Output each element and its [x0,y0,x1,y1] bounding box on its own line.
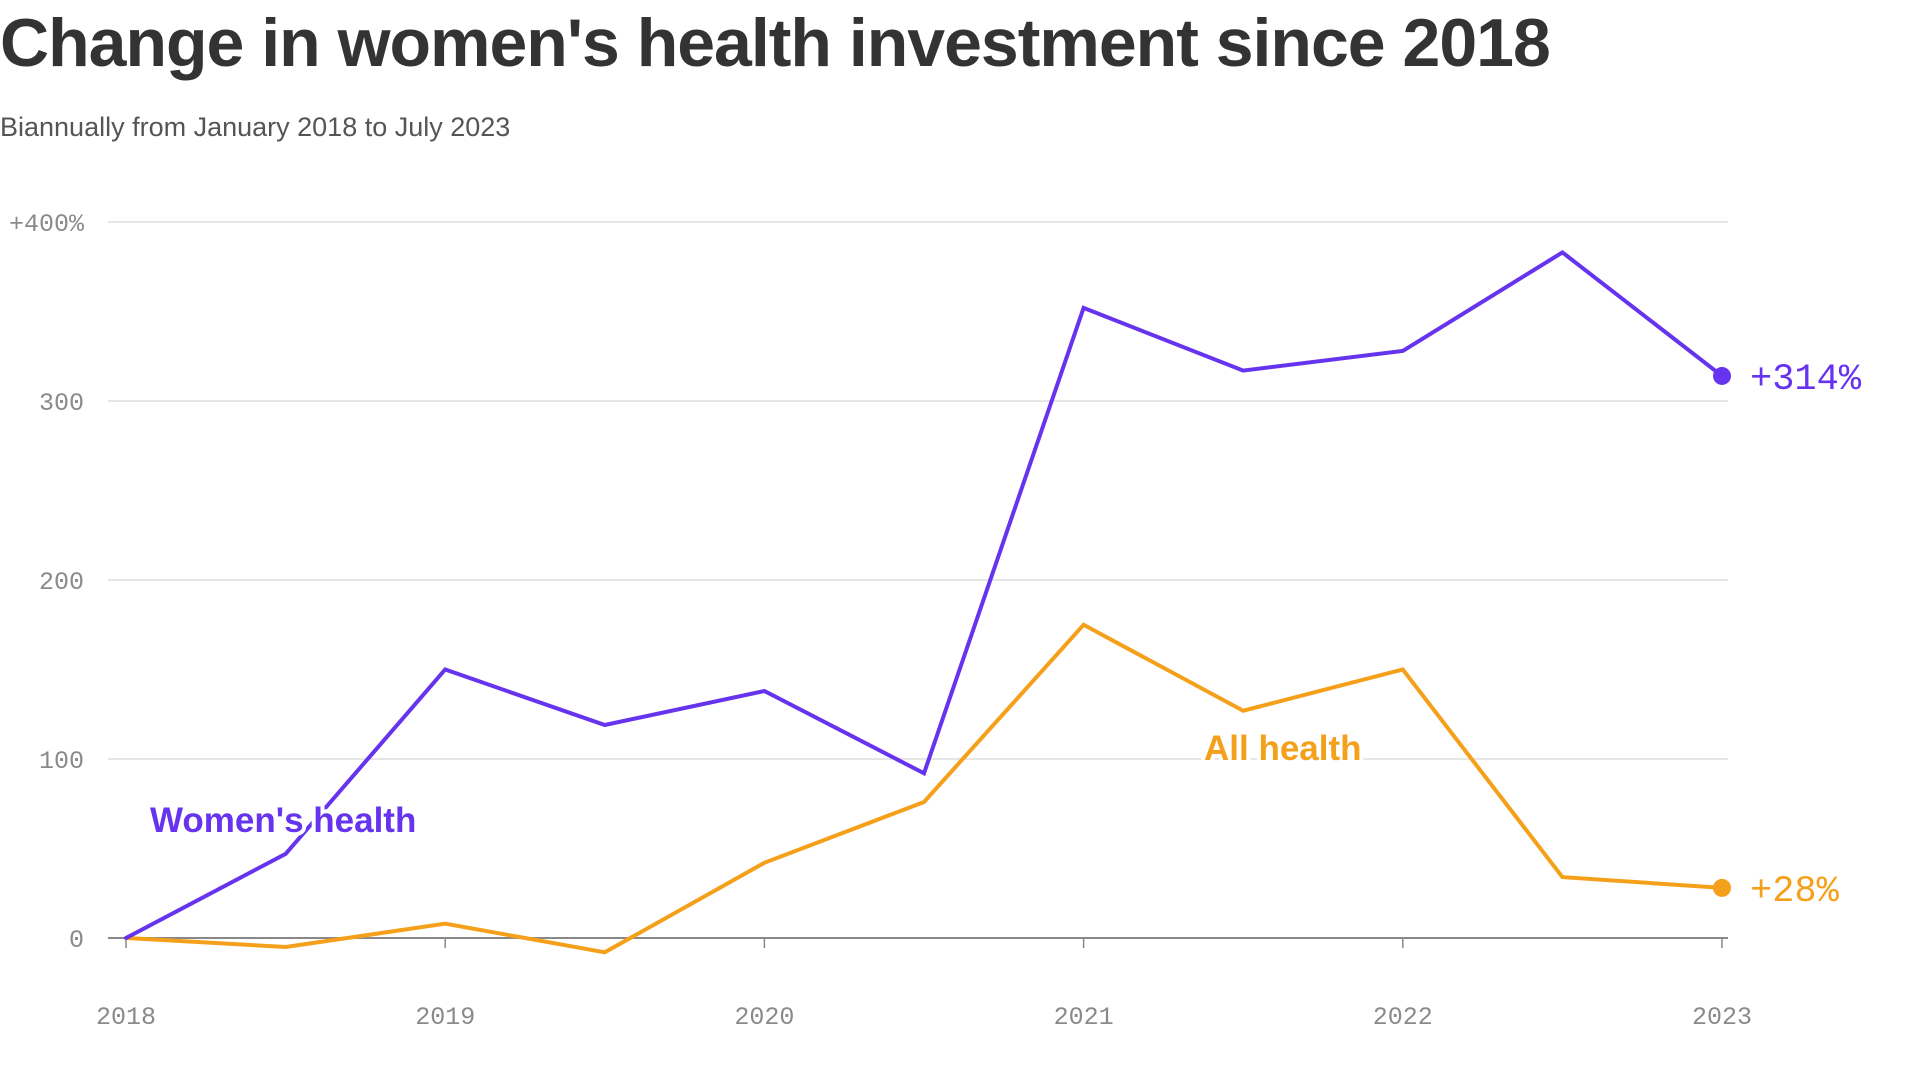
y-tick-label: 100 [39,747,84,776]
series-labels: +28% All health +314% Women's health [146,359,1862,913]
y-tick-label: +400% [9,210,85,239]
x-tick-label: 2019 [415,1003,475,1032]
x-tick-label: 2023 [1692,1003,1752,1032]
y-axis-ticks: 0 100 200 300 +400% [9,210,85,955]
x-tick-label: 2018 [96,1003,156,1032]
end-point-womens [1713,366,1731,385]
chart-title: Change in women's health investment sinc… [0,5,1551,81]
chart-subtitle: Biannually from January 2018 to July 202… [0,112,511,142]
y-tick-label: 200 [39,568,84,597]
series-lines [124,249,1731,955]
series-name-label-womens: Women's health [150,801,416,840]
series-line-womens [124,249,1724,940]
x-tick-label: 2021 [1054,1003,1114,1032]
series-name-label-all: All health [1204,729,1362,768]
x-tick-label: 2022 [1373,1003,1433,1032]
x-axis-ticks: 2018 2019 2020 2021 2022 2023 [96,938,1752,1032]
x-tick-label: 2020 [734,1003,794,1032]
series-line-all [124,622,1724,955]
y-tick-label: 300 [39,389,84,418]
end-value-label-womens: +314% [1750,359,1862,401]
end-point-all [1713,878,1731,897]
grid-lines [108,221,1728,939]
end-value-label-all: +28% [1750,871,1840,913]
y-tick-label: 0 [69,926,84,955]
